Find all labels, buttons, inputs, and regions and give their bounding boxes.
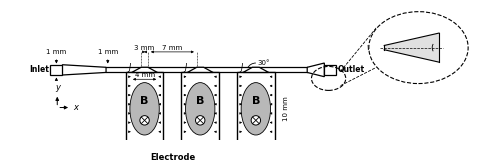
Text: B: B [252, 96, 260, 106]
Text: 30°: 30° [258, 60, 270, 66]
Text: 7 mm: 7 mm [162, 45, 182, 51]
Text: L: L [410, 16, 414, 25]
Text: 10 mm: 10 mm [283, 96, 289, 121]
Text: 3 mm: 3 mm [134, 45, 154, 51]
Text: B: B [140, 96, 149, 106]
Text: J: J [184, 63, 186, 72]
Bar [126, 72, 164, 145]
Text: 4 mm: 4 mm [134, 72, 154, 78]
Text: 1 mm: 1 mm [46, 49, 66, 55]
Polygon shape [132, 67, 158, 72]
Text: J: J [240, 63, 242, 72]
Ellipse shape [130, 83, 160, 135]
Text: y: y [55, 83, 60, 92]
Ellipse shape [186, 83, 215, 135]
Polygon shape [243, 67, 268, 72]
Text: J: J [128, 63, 131, 72]
Polygon shape [307, 63, 324, 77]
Bar [237, 72, 275, 145]
Bar [324, 65, 336, 75]
Text: Outlet: Outlet [338, 65, 365, 74]
Polygon shape [384, 33, 439, 62]
Text: x: x [74, 103, 78, 112]
Circle shape [140, 116, 149, 125]
Bar [182, 72, 219, 145]
Polygon shape [62, 65, 106, 75]
Text: 1 mm: 1 mm [98, 49, 118, 55]
Text: B: B [196, 96, 204, 106]
Text: Inlet: Inlet [30, 65, 50, 74]
Text: θ: θ [442, 43, 448, 52]
Ellipse shape [241, 83, 270, 135]
Bar [50, 65, 62, 75]
Ellipse shape [369, 12, 468, 84]
Text: Electrode: Electrode [150, 153, 195, 162]
Text: w₁: w₁ [366, 43, 376, 52]
Circle shape [196, 116, 205, 125]
Polygon shape [188, 67, 213, 72]
Circle shape [251, 116, 260, 125]
